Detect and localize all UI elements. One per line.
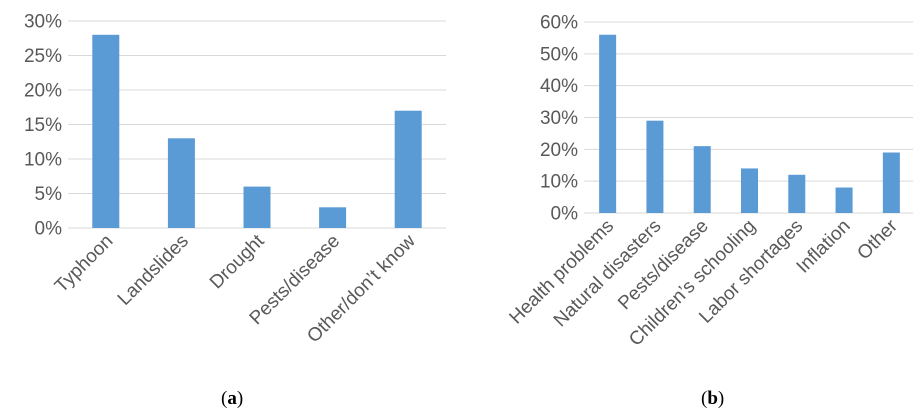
chart-a-y-tick-label: 5% bbox=[35, 184, 63, 205]
chart-a-bar bbox=[92, 34, 120, 228]
chart-b-bar bbox=[646, 120, 664, 213]
chart-a-y-tick-label: 15% bbox=[24, 115, 62, 136]
chart-b-bar bbox=[599, 34, 617, 213]
caption-a-letter: a bbox=[227, 388, 237, 409]
chart-b-bar bbox=[788, 174, 806, 213]
chart-a-bars bbox=[92, 34, 422, 228]
chart-b: 0% 10% 20% 30% 40% 50% 60% Health problemsNatu… bbox=[506, 13, 913, 351]
chart-a-y-axis: 0% 5% 10% 15% 20% 25% 30% bbox=[24, 12, 62, 240]
chart-a-bar bbox=[394, 110, 422, 228]
chart-b-y-tick-label: 10% bbox=[540, 172, 578, 193]
caption-b-letter: b bbox=[707, 388, 718, 409]
chart-a-bar bbox=[243, 186, 271, 228]
chart-b-bars bbox=[599, 34, 900, 213]
caption-b: (b) bbox=[701, 388, 725, 409]
chart-a-bar bbox=[319, 207, 347, 228]
chart-b-x-tick-label: Other bbox=[853, 215, 902, 264]
chart-b-x-tick-label: Inflation bbox=[793, 216, 855, 278]
chart-b-y-tick-label: 30% bbox=[540, 108, 578, 129]
chart-b-y-tick-label: 50% bbox=[540, 44, 578, 65]
chart-b-bar bbox=[882, 152, 900, 213]
chart-b-y-tick-label: 40% bbox=[540, 76, 578, 97]
caption-a: (a) bbox=[221, 388, 244, 409]
chart-a-y-tick-label: 20% bbox=[24, 81, 62, 102]
chart-a-y-tick-label: 30% bbox=[24, 12, 62, 33]
chart-a-y-tick-label: 0% bbox=[35, 219, 63, 240]
chart-b-y-tick-label: 20% bbox=[540, 140, 578, 161]
chart-b-bar bbox=[835, 187, 853, 213]
chart-b-y-tick-label: 60% bbox=[540, 13, 578, 34]
chart-b-bar bbox=[741, 168, 758, 213]
chart-b-y-axis: 0% 10% 20% 30% 40% 50% 60% bbox=[540, 13, 578, 225]
chart-a-gridlines bbox=[68, 20, 446, 229]
chart-b-y-tick-label: 0% bbox=[551, 204, 579, 225]
chart-a-bar bbox=[167, 138, 195, 228]
chart-a-y-tick-label: 25% bbox=[24, 46, 62, 67]
chart-a-y-tick-label: 10% bbox=[24, 150, 62, 171]
chart-b-bar bbox=[693, 146, 711, 213]
